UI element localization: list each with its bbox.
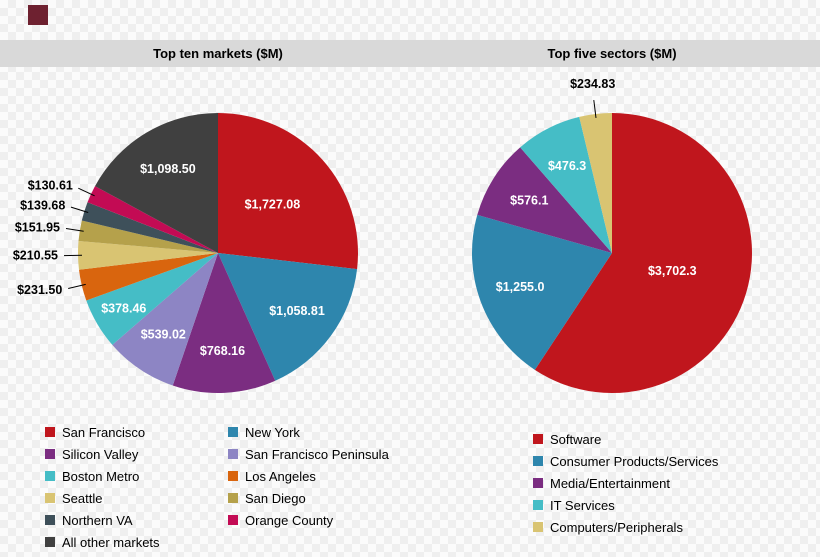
pie-label-boston-metro: $378.46: [101, 301, 146, 315]
legend-label: All other markets: [62, 534, 160, 550]
logo-mark: [28, 5, 48, 25]
legend-label: New York: [245, 424, 300, 440]
leader-line-san-diego: [65, 228, 84, 232]
legend-item-media-entertainment: Media/Entertainment: [533, 475, 718, 491]
legend-swatch-san-francisco: [45, 427, 55, 437]
pie-slice-consumer-products-services: [471, 214, 612, 370]
legend-label: Boston Metro: [62, 468, 140, 484]
pie-slice-new-york: [218, 253, 358, 381]
legend-swatch-boston-metro: [45, 471, 55, 481]
pie-slice-computers-peripherals: [579, 113, 612, 253]
pie-slice-all-other-markets: [95, 113, 218, 253]
legend-swatch-san-francisco-peninsula: [228, 449, 238, 459]
pie-label-new-york: $1,058.81: [269, 304, 325, 318]
legend-item-northern-va: Northern VA: [45, 512, 228, 528]
legend-markets: San Francisco New York Silicon Valley San F…: [45, 424, 448, 550]
legend-swatch-northern-va: [45, 515, 55, 525]
pie-slice-boston-metro: [86, 253, 218, 345]
pie-label-software: $3,702.3: [648, 264, 697, 278]
legend-label: Seattle: [62, 490, 103, 506]
legend-item-computers-peripherals: Computers/Peripherals: [533, 519, 718, 535]
legend-item-boston-metro: Boston Metro: [45, 468, 228, 484]
legend-label: Media/Entertainment: [550, 475, 670, 491]
legend-swatch-new-york: [228, 427, 238, 437]
pie-label-san-francisco: $1,727.08: [245, 198, 301, 212]
pie-slice-silicon-valley: [172, 253, 276, 393]
legend-label: San Francisco: [62, 424, 146, 440]
legend-label: IT Services: [550, 497, 615, 513]
legend-item-consumer-products-services: Consumer Products/Services: [533, 453, 719, 469]
pie-charts: $1,727.08 $1,058.81 $768.16 $539.02 $378.46 $…: [13, 77, 752, 393]
legend-item-san-francisco-peninsula: San Francisco Peninsula: [228, 446, 448, 462]
pie-slice-it-services: [520, 116, 612, 253]
legend-item-seattle: Seattle: [45, 490, 228, 506]
pie-label-media-entertainment: $576.1: [510, 194, 548, 208]
chart-title-sectors: Top five sectors ($M): [547, 46, 677, 61]
legend-swatch-consumer-products-services: [533, 456, 543, 466]
legend-label: Software: [550, 431, 602, 447]
leader-line-orange-county: [78, 187, 95, 197]
legend-item-it-services: IT Services: [533, 497, 718, 513]
legend-item-los-angeles: Los Angeles: [228, 468, 448, 484]
pie-slice-san-francisco-peninsula: [112, 253, 218, 386]
header-bar: Top ten markets ($M) Top five sectors ($…: [0, 40, 820, 67]
legend-swatch-silicon-valley: [45, 449, 55, 459]
pie-slice-seattle: [77, 241, 219, 270]
pie-label-seattle: $210.55: [13, 249, 58, 263]
legend-label: Los Angeles: [245, 468, 316, 484]
pie-label-san-francisco-peninsula: $539.02: [141, 327, 186, 341]
pie-label-it-services: $476.3: [548, 159, 586, 173]
legend-swatch-media-entertainment: [533, 478, 543, 488]
legend-swatch-orange-county: [228, 515, 238, 525]
legend-swatch-all-other-markets: [45, 537, 55, 547]
pie-label-consumer-products-services: $1,255.0: [496, 280, 545, 294]
pie-slice-media-entertainment: [477, 147, 612, 253]
pie-slice-san-diego: [78, 220, 218, 253]
legend-item-silicon-valley: Silicon Valley: [45, 446, 228, 462]
legend-item-software: Software: [533, 431, 718, 447]
legend-label: Silicon Valley: [62, 446, 139, 462]
pie-slice-san-francisco: [218, 113, 358, 270]
pie-label-computers-peripherals: $234.83: [570, 77, 615, 91]
pie-slice-orange-county: [87, 186, 218, 253]
legend-item-san-diego: San Diego: [228, 490, 448, 506]
pie-label-all-other-markets: $1,098.50: [140, 162, 196, 176]
legend-label: Computers/Peripherals: [550, 519, 683, 535]
pie-label-silicon-valley: $768.16: [200, 344, 245, 358]
legend-item-orange-county: Orange County: [228, 512, 448, 528]
legend-swatch-computers-peripherals: [533, 522, 543, 532]
legend-label: San Diego: [245, 490, 306, 506]
leader-line-computers-peripherals: [593, 100, 597, 118]
legend-swatch-software: [533, 434, 543, 444]
chart-title-markets: Top ten markets ($M): [153, 46, 283, 61]
legend-sectors: Software Consumer Products/Services Media/…: [533, 431, 719, 535]
pie-slice-northern-va: [81, 202, 218, 253]
leader-line-los-angeles: [68, 283, 86, 289]
legend-item-new-york: New York: [228, 424, 448, 440]
legend-label: Orange County: [245, 512, 334, 528]
leader-line-northern-va: [70, 206, 89, 213]
pie-slice-software: [534, 113, 752, 393]
legend-item-all-other-markets: All other markets: [45, 534, 228, 550]
legend-label: San Francisco Peninsula: [245, 446, 389, 462]
legend-swatch-seattle: [45, 493, 55, 503]
legend-swatch-los-angeles: [228, 471, 238, 481]
legend-label: Northern VA: [62, 512, 133, 528]
pie-label-northern-va: $139.68: [20, 198, 65, 212]
pie-slice-los-angeles: [79, 253, 218, 301]
legend-label: Consumer Products/Services: [550, 453, 719, 469]
legend-swatch-it-services: [533, 500, 543, 510]
legend-item-san-francisco: San Francisco: [45, 424, 228, 440]
legend-swatch-san-diego: [228, 493, 238, 503]
pie-label-los-angeles: $231.50: [17, 283, 62, 297]
pie-label-san-diego: $151.95: [15, 221, 60, 235]
pie-label-orange-county: $130.61: [28, 179, 73, 193]
